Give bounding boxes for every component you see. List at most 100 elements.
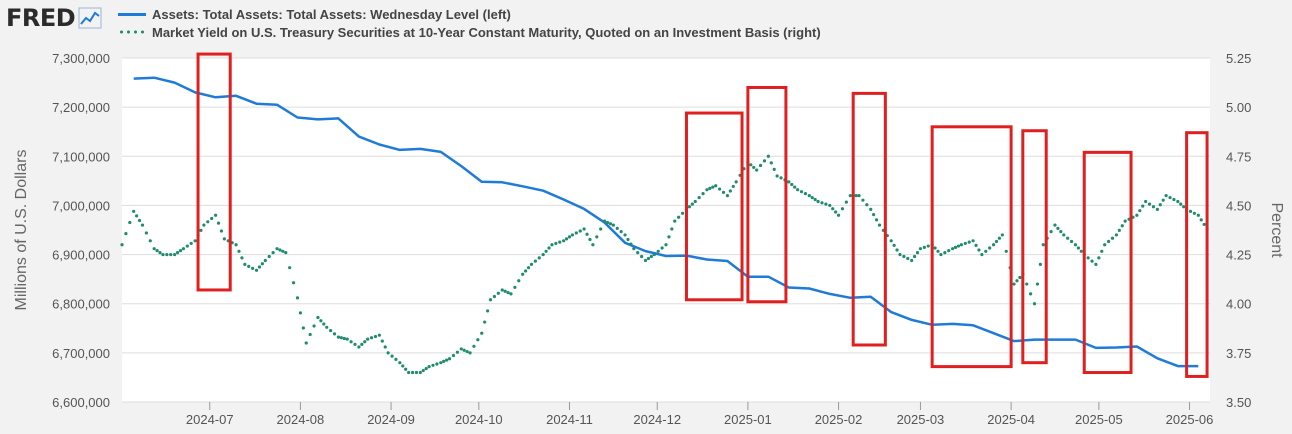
yield-dot [977, 248, 981, 252]
yield-point [357, 345, 361, 349]
yield-point [161, 252, 165, 257]
x-tick-label: 2024-09 [367, 412, 415, 427]
yield-dot [1138, 209, 1142, 213]
yield-point [971, 239, 975, 243]
yield-dot [711, 185, 715, 189]
yield-dot [1117, 228, 1121, 232]
yield-dot [322, 322, 326, 326]
yield-point [488, 298, 493, 302]
yield-point [725, 194, 730, 198]
yield-dot [503, 289, 507, 293]
x-tick-label: 2025-06 [1166, 412, 1214, 427]
yield-point [345, 337, 349, 341]
yield-dot [872, 213, 876, 217]
yield-dot [922, 245, 926, 249]
yield-dot [369, 336, 374, 340]
logo-text: FRED [6, 4, 76, 32]
yield-dot [1090, 259, 1094, 263]
yield-point [1053, 223, 1057, 227]
yield-dot [219, 229, 224, 233]
yield-point [316, 315, 320, 320]
y-tick-label-right: 4.75 [1226, 149, 1251, 164]
legend-swatch-yield [118, 30, 146, 34]
yield-dot [865, 203, 869, 207]
yield-dot [216, 221, 221, 225]
yield-dot [360, 342, 364, 346]
yield-point [664, 243, 668, 247]
yield-dot [165, 252, 169, 257]
yield-point [407, 370, 411, 375]
fred-logo[interactable]: FRED [6, 4, 102, 32]
yield-dot [762, 159, 767, 163]
yield-dot [1141, 204, 1145, 208]
legend-swatch-assets [118, 12, 146, 16]
yield-dot [404, 367, 408, 371]
yield-dot [749, 163, 753, 167]
yield-dot [758, 163, 763, 168]
yield-dot [178, 249, 183, 253]
yield-dot [189, 241, 193, 246]
yield-dot [660, 246, 664, 250]
yield-point [857, 194, 861, 198]
yield-point [1144, 199, 1148, 204]
yield-point [582, 227, 586, 231]
yield-dot [687, 205, 691, 209]
yield-dot [997, 236, 1002, 240]
yield-dot [281, 249, 285, 253]
y-tick-label-right: 3.75 [1226, 346, 1251, 361]
yield-dot [1018, 275, 1022, 280]
yield-dot [431, 363, 435, 367]
yield-point [295, 296, 300, 300]
yield-point [959, 243, 963, 247]
yield-point [447, 357, 452, 361]
yield-dot [718, 187, 722, 191]
legend-item-assets[interactable]: Assets: Total Assets: Total Assets: Wedn… [118, 5, 821, 23]
yield-dot [595, 235, 599, 239]
yield-point [1196, 213, 1200, 217]
yield-dot [874, 218, 879, 222]
yield-dot [831, 207, 835, 211]
yield-dot [247, 264, 251, 268]
y-tick-label-left: 6,900,000 [52, 248, 110, 263]
yield-point [766, 154, 770, 158]
yield-dot [697, 195, 701, 200]
yield-dot [267, 254, 271, 259]
yield-point [807, 194, 811, 198]
yield-dot [840, 207, 845, 211]
yield-dot [588, 237, 592, 242]
yield-point [386, 351, 390, 355]
yield-dot [128, 220, 132, 225]
yield-dot [390, 354, 394, 358]
yield-dot [554, 241, 558, 246]
yield-dot [1056, 226, 1060, 230]
yield-dot [291, 281, 296, 285]
yield-point [427, 365, 431, 369]
yield-dot [902, 254, 906, 259]
yield-dot [517, 279, 521, 283]
yield-point [234, 243, 238, 247]
yield-point [755, 168, 759, 172]
yield-dot [1161, 198, 1165, 202]
yield-dot [1066, 236, 1070, 240]
yield-dot [1079, 249, 1083, 253]
y-tick-label-right: 3.50 [1226, 395, 1251, 410]
legend-item-yield[interactable]: Market Yield on U.S. Treasury Securities… [118, 23, 821, 41]
yield-dot [1035, 282, 1040, 286]
yield-point [1164, 194, 1168, 198]
highlight-box [196, 52, 232, 292]
yield-dot [547, 246, 551, 250]
yield-dot [984, 249, 988, 253]
yield-dot [769, 161, 773, 165]
y-tick-label-left: 7,300,000 [52, 51, 110, 66]
yield-dot [329, 328, 333, 333]
yield-dot [892, 243, 896, 247]
yield-point [611, 223, 615, 227]
y-tick-label-right: 5.25 [1226, 51, 1251, 66]
yield-point [816, 199, 820, 204]
yield-dot [567, 235, 572, 239]
yield-dot [564, 237, 569, 241]
yield-dot [615, 226, 619, 230]
y-tick-label-right: 4.00 [1226, 297, 1251, 312]
yield-dot [619, 230, 623, 234]
x-tick-label: 2024-11 [546, 412, 593, 427]
